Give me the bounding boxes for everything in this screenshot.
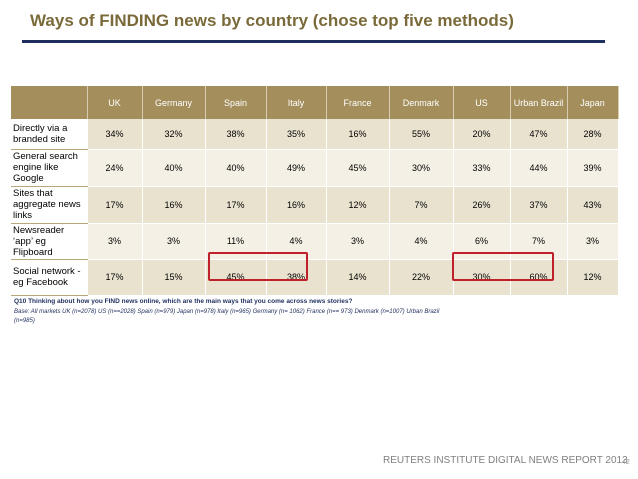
table-row: Directly via a branded site 34% 32% 38% … [11, 119, 619, 150]
table-cell: 47% [510, 119, 568, 150]
table-row: Sites that aggregate news links 17% 16% … [11, 186, 619, 224]
report-footer: REUTERS INSTITUTE DIGITAL NEWS REPORT 20… [383, 455, 628, 466]
table-cell: 20% [453, 119, 511, 150]
highlight-box-us-brazil [452, 252, 554, 281]
table-cell: 40% [142, 149, 206, 187]
table-row: Social network - eg Facebook 17% 15% 45%… [11, 259, 619, 296]
table-cell: 16% [142, 186, 206, 224]
table-cell: 49% [266, 149, 327, 187]
table-cell: 22% [389, 259, 454, 296]
table-cell: 55% [389, 119, 454, 150]
table-cell: 60% [510, 259, 568, 296]
header-corner [11, 86, 88, 119]
table-cell: 38% [205, 119, 267, 150]
table-cell: 3% [326, 223, 390, 260]
table-cell: 15% [142, 259, 206, 296]
table-cell: 28% [567, 119, 619, 150]
table-cell: 24% [87, 149, 143, 187]
row-label: Sites that aggregate news links [11, 186, 88, 224]
page-number: 42 [622, 459, 630, 466]
table-cell: 38% [266, 259, 327, 296]
table-cell: 4% [389, 223, 454, 260]
title-underline [22, 40, 605, 43]
column-header: US [453, 86, 511, 119]
table-cell: 3% [567, 223, 619, 260]
table-cell: 3% [87, 223, 143, 260]
highlight-box-spain-italy [208, 252, 308, 281]
table-row: General search engine like Google 24% 40… [11, 149, 619, 187]
table-cell: 40% [205, 149, 267, 187]
slide-title: Ways of FINDING news by country (chose t… [30, 11, 514, 30]
base-note: Base: All markets UK (n=2078) US (n==202… [14, 309, 440, 324]
table-cell: 12% [326, 186, 390, 224]
table-cell: 45% [326, 149, 390, 187]
question-note: Q10 Thinking about how you FIND news onl… [14, 298, 353, 305]
row-label: Directly via a branded site [11, 119, 88, 150]
column-header: Urban Brazil [510, 86, 568, 119]
table-cell: 7% [389, 186, 454, 224]
table-cell: 32% [142, 119, 206, 150]
table-cell: 34% [87, 119, 143, 150]
table-cell: 33% [453, 149, 511, 187]
column-header: France [326, 86, 390, 119]
table-cell: 17% [87, 259, 143, 296]
table-cell: 26% [453, 186, 511, 224]
table-cell: 17% [205, 186, 267, 224]
row-label: Newsreader ‘app’ eg Flipboard [11, 223, 88, 260]
row-label: Social network - eg Facebook [11, 259, 88, 296]
table-cell: 3% [142, 223, 206, 260]
column-header: Italy [266, 86, 327, 119]
table-cell: 17% [87, 186, 143, 224]
table-cell: 37% [510, 186, 568, 224]
column-header: Denmark [389, 86, 454, 119]
table-cell: 44% [510, 149, 568, 187]
table-cell: 14% [326, 259, 390, 296]
table-cell: 43% [567, 186, 619, 224]
row-label: General search engine like Google [11, 149, 88, 187]
table-cell: 12% [567, 259, 619, 296]
column-header: Spain [205, 86, 267, 119]
column-header: Germany [142, 86, 206, 119]
table-cell: 16% [326, 119, 390, 150]
column-header: UK [87, 86, 143, 119]
table-header-row: UK Germany Spain Italy France Denmark US… [11, 86, 619, 119]
table-cell: 16% [266, 186, 327, 224]
table-cell: 39% [567, 149, 619, 187]
methods-table: UK Germany Spain Italy France Denmark US… [11, 86, 619, 296]
table-cell: 30% [389, 149, 454, 187]
table-cell: 45% [205, 259, 267, 296]
table-cell: 35% [266, 119, 327, 150]
table-cell: 30% [453, 259, 511, 296]
column-header: Japan [567, 86, 619, 119]
